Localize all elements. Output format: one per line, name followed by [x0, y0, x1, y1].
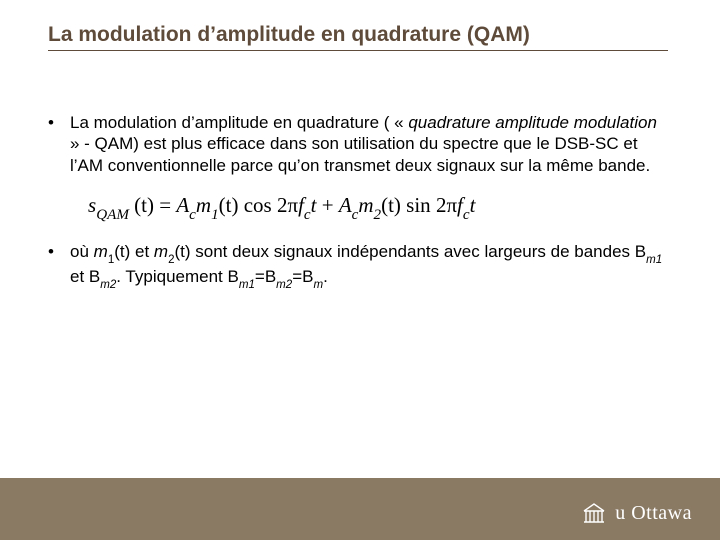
equation: sQAM (t) = Acm1(t) cos 2πfct + Acm2(t) s…: [88, 192, 668, 223]
logo-text: u Ottawa: [615, 502, 692, 525]
bullet-text: où m1(t) et m2(t) sont deux signaux indé…: [70, 241, 668, 291]
eq-sym: sin: [406, 193, 436, 217]
text-sub: m2: [276, 279, 292, 291]
eq-sym: t: [470, 193, 476, 217]
slide: La modulation d’amplitude en quadrature …: [0, 0, 720, 540]
footer-bar: u Ottawa: [0, 478, 720, 540]
text-run: et: [130, 242, 154, 261]
bullet-item: • où m1(t) et m2(t) sont deux signaux in…: [48, 241, 668, 291]
eq-sym: +: [322, 193, 339, 217]
text-italic: quadrature amplitude modulation: [408, 113, 657, 132]
text-sub: 2: [168, 254, 174, 266]
text-run: =B: [292, 267, 313, 286]
text-sub: m1: [646, 254, 662, 266]
eq-sym: m: [358, 193, 373, 217]
text-italic: m: [94, 242, 108, 261]
text-sub: m: [314, 279, 324, 291]
eq-sym: s: [88, 193, 96, 217]
eq-sub: c: [189, 207, 196, 223]
eq-sub: QAM: [96, 207, 129, 223]
eq-sym: A: [339, 193, 352, 217]
text-run: =B: [255, 267, 276, 286]
text-run: .: [323, 267, 328, 286]
eq-sub: c: [463, 207, 470, 223]
slide-body: • La modulation d’amplitude en quadratur…: [48, 112, 668, 307]
eq-sym: f: [457, 193, 463, 217]
text-run: et B: [70, 267, 100, 286]
eq-sub: 2: [374, 207, 382, 223]
eq-sub: c: [304, 207, 311, 223]
bullet-marker: •: [48, 241, 70, 291]
bullet-marker: •: [48, 112, 70, 176]
uottawa-logo: u Ottawa: [581, 500, 692, 526]
text-sub: 1: [108, 254, 114, 266]
text-sub: m2: [100, 279, 116, 291]
text-run: où: [70, 242, 94, 261]
eq-sym: t: [311, 193, 322, 217]
slide-title: La modulation d’amplitude en quadrature …: [48, 22, 668, 51]
eq-sym: (t): [129, 193, 159, 217]
eq-sub: c: [352, 207, 359, 223]
text-sub: m1: [239, 279, 255, 291]
text-run: (t): [114, 242, 130, 261]
eq-sym: (t): [381, 193, 406, 217]
text-run: » - QAM) est plus efficace dans son util…: [70, 134, 650, 174]
eq-sym: =: [159, 193, 176, 217]
eq-sym: cos: [244, 193, 277, 217]
text-run: sont deux signaux indépendants avec larg…: [191, 242, 647, 261]
eq-sym: 2π: [436, 193, 457, 217]
bullet-text: La modulation d’amplitude en quadrature …: [70, 112, 668, 176]
text-run: (t): [175, 242, 191, 261]
text-run: . Typiquement B: [116, 267, 239, 286]
building-icon: [581, 500, 607, 526]
text-run: La modulation d’amplitude en quadrature …: [70, 113, 408, 132]
bullet-item: • La modulation d’amplitude en quadratur…: [48, 112, 668, 176]
eq-sym: 2π: [277, 193, 298, 217]
eq-sub: 1: [211, 207, 219, 223]
text-italic: m: [154, 242, 168, 261]
equation-text: sQAM (t) = Acm1(t) cos 2πfct + Acm2(t) s…: [88, 193, 475, 217]
eq-sym: m: [196, 193, 211, 217]
eq-sym: (t): [219, 193, 244, 217]
eq-sym: A: [176, 193, 189, 217]
